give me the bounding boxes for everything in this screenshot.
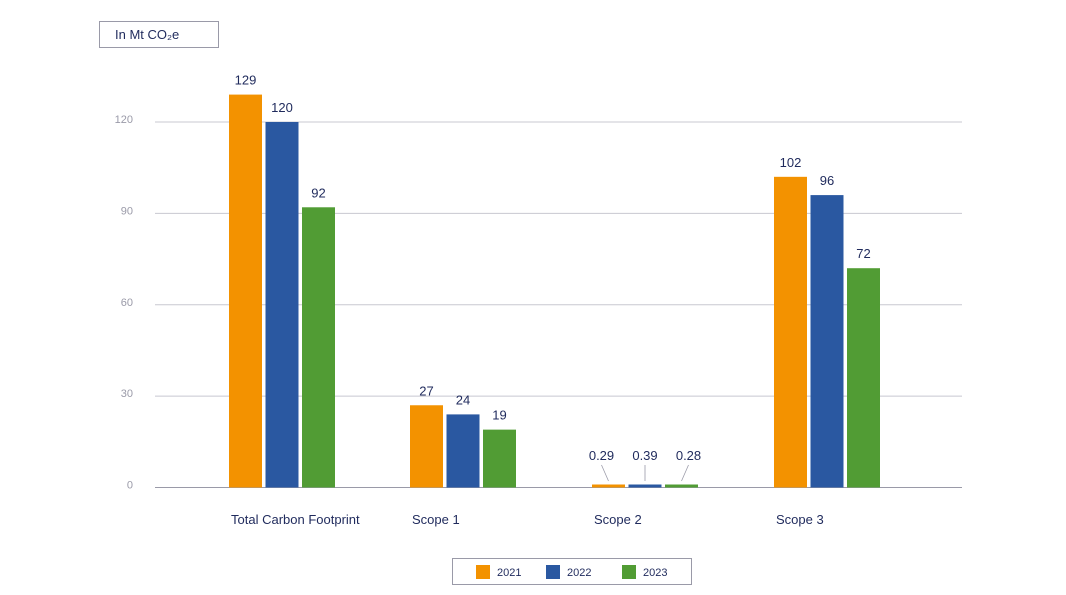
data-label: 120 (271, 100, 293, 115)
bar-2023 (483, 429, 516, 488)
y-tick-label: 60 (121, 297, 133, 309)
legend-label: 2021 (497, 567, 521, 579)
category-label: Scope 3 (776, 512, 824, 527)
legend-label: 2023 (643, 567, 667, 579)
bar-2021 (410, 405, 443, 488)
bar-2022 (628, 484, 662, 488)
legend-swatch (476, 565, 490, 579)
legend-label: 2022 (567, 567, 591, 579)
legend-item-2021: 2021 (476, 565, 521, 579)
bar-2022 (265, 122, 299, 488)
data-label: 27 (419, 383, 433, 398)
bar-2023 (665, 484, 698, 488)
y-tick-label: 120 (115, 114, 133, 126)
data-label: 24 (456, 392, 470, 407)
y-tick-label: 30 (121, 388, 133, 400)
legend-item-2023: 2023 (622, 565, 667, 579)
data-label: 92 (311, 185, 325, 200)
label-leader (601, 464, 609, 482)
y-tick-label: 0 (127, 480, 133, 492)
legend: 2021 2022 2023 (452, 558, 692, 585)
data-labels: 129 120 92 27 24 19 0.29 0.39 0.28 102 96 72 (235, 73, 871, 482)
bar-2021 (229, 94, 262, 488)
bar-2023 (847, 268, 880, 488)
legend-frame (452, 558, 692, 585)
unit-label: In Mt CO₂e (115, 27, 179, 42)
data-label: 19 (492, 408, 506, 423)
category-label: Scope 1 (412, 512, 460, 527)
y-axis-ticks: 0 30 60 90 120 (115, 114, 133, 492)
bar-2022 (810, 195, 844, 488)
data-label: 96 (820, 173, 834, 188)
data-label: 102 (780, 155, 802, 170)
unit-box-frame (99, 21, 219, 48)
bars (229, 94, 880, 488)
bar-2021 (592, 484, 625, 488)
x-axis-categories: Total Carbon Footprint Scope 1 Scope 2 Scop… (231, 512, 824, 527)
data-label: 0.39 (632, 448, 657, 463)
legend-swatch (622, 565, 636, 579)
category-label: Scope 2 (594, 512, 642, 527)
legend-swatch (546, 565, 560, 579)
data-label: 72 (856, 246, 870, 261)
unit-box: In Mt CO₂e (99, 21, 219, 48)
bar-2021 (774, 176, 807, 488)
y-tick-label: 90 (121, 205, 133, 217)
bar-2023 (302, 207, 335, 488)
data-label: 129 (235, 73, 257, 88)
bar-2022 (446, 414, 480, 488)
data-label: 0.28 (676, 448, 701, 463)
legend-item-2022: 2022 (546, 565, 591, 579)
data-label: 0.29 (589, 448, 614, 463)
label-leader (681, 464, 689, 482)
category-label: Total Carbon Footprint (231, 512, 360, 527)
